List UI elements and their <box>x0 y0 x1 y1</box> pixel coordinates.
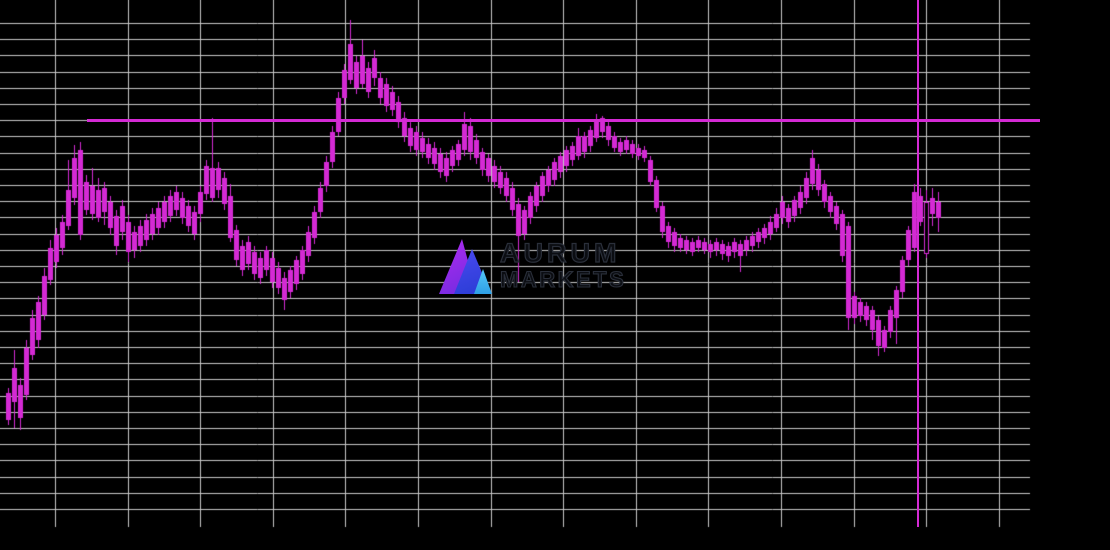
vertical-marker-line[interactable] <box>917 0 919 527</box>
horizontal-resistance-line[interactable] <box>87 119 1040 122</box>
